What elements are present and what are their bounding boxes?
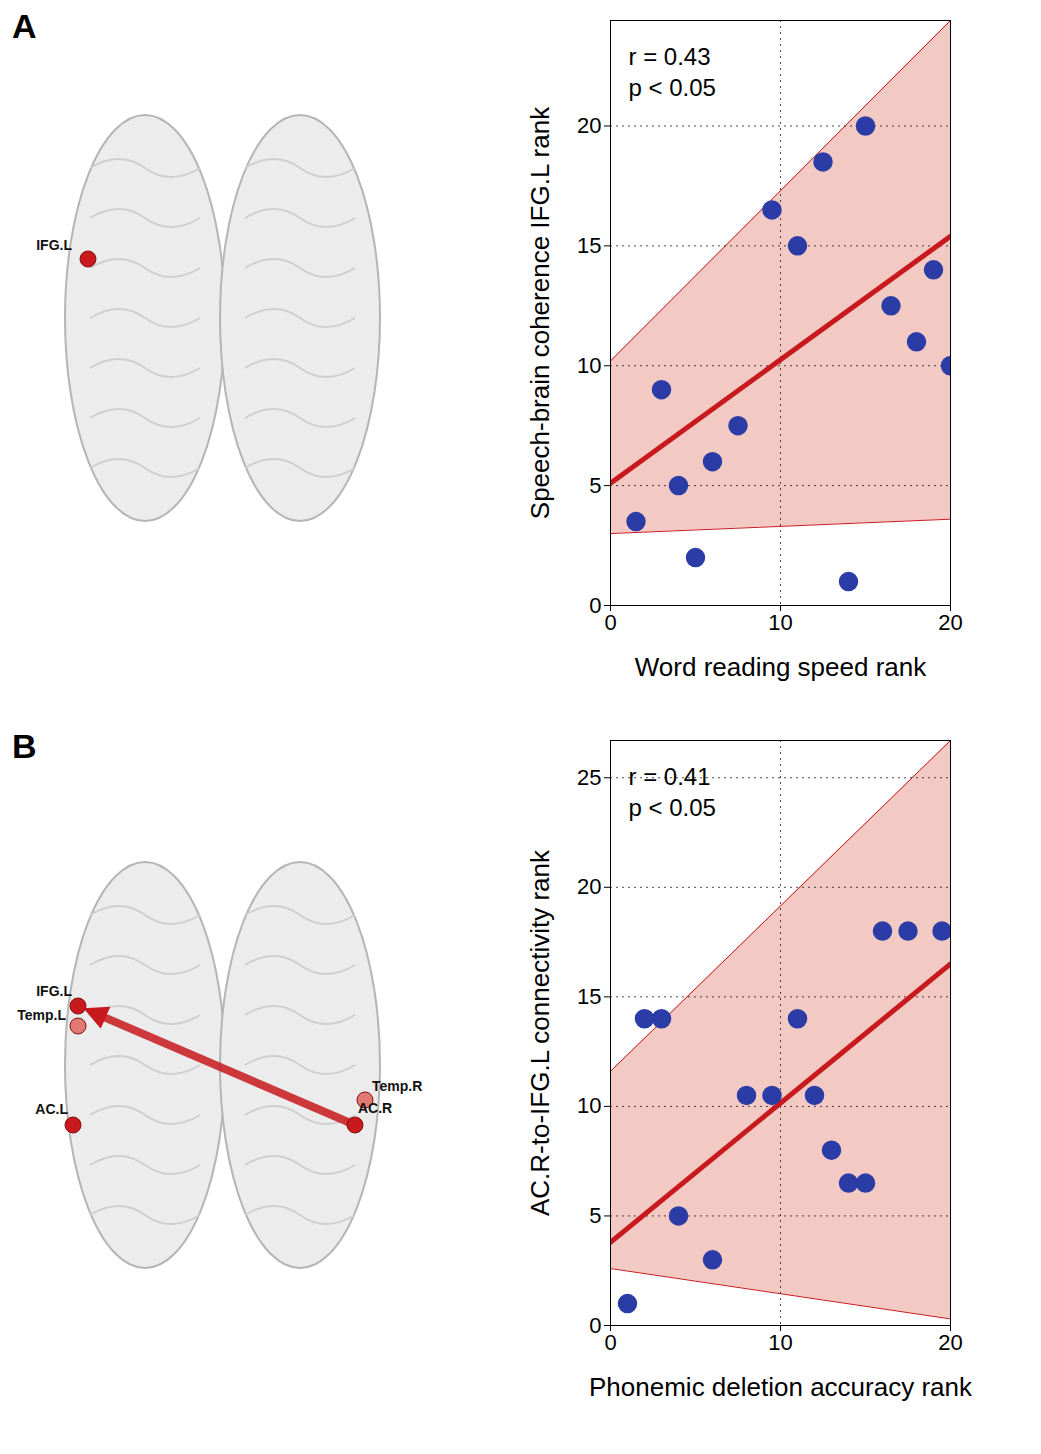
svg-text:0: 0 <box>604 1330 616 1355</box>
svg-text:IFG.L: IFG.L <box>36 237 72 253</box>
svg-text:10: 10 <box>768 610 792 635</box>
svg-text:AC.L: AC.L <box>35 1101 68 1117</box>
svg-text:25: 25 <box>577 765 601 790</box>
svg-text:AC.R: AC.R <box>358 1100 392 1116</box>
svg-text:0: 0 <box>589 593 601 618</box>
svg-text:r = 0.43p < 0.05: r = 0.43p < 0.05 <box>629 43 716 101</box>
svg-text:15: 15 <box>577 233 601 258</box>
svg-text:A: A <box>12 7 37 45</box>
svg-text:20: 20 <box>577 113 601 138</box>
svg-text:0: 0 <box>589 1313 601 1338</box>
svg-text:IFG.L: IFG.L <box>36 983 72 999</box>
svg-text:20: 20 <box>938 610 962 635</box>
svg-text:Speech-brain coherence IFG.L r: Speech-brain coherence IFG.L rank <box>525 106 555 519</box>
svg-text:r = 0.41p < 0.05: r = 0.41p < 0.05 <box>629 763 716 821</box>
svg-text:10: 10 <box>577 353 601 378</box>
svg-text:20: 20 <box>938 1330 962 1355</box>
svg-text:Word reading speed rank: Word reading speed rank <box>635 652 927 682</box>
svg-text:Temp.R: Temp.R <box>372 1078 422 1094</box>
svg-text:5: 5 <box>589 473 601 498</box>
svg-text:5: 5 <box>589 1203 601 1228</box>
svg-text:0: 0 <box>604 610 616 635</box>
svg-text:15: 15 <box>577 984 601 1009</box>
svg-text:B: B <box>12 727 37 765</box>
svg-text:20: 20 <box>577 874 601 899</box>
svg-text:Temp.L: Temp.L <box>17 1007 66 1023</box>
svg-text:AC.R-to-IFG.L connectivity ran: AC.R-to-IFG.L connectivity rank <box>525 849 555 1216</box>
svg-text:10: 10 <box>768 1330 792 1355</box>
svg-text:Phonemic deletion accuracy ran: Phonemic deletion accuracy rank <box>589 1372 973 1402</box>
svg-text:10: 10 <box>577 1093 601 1118</box>
